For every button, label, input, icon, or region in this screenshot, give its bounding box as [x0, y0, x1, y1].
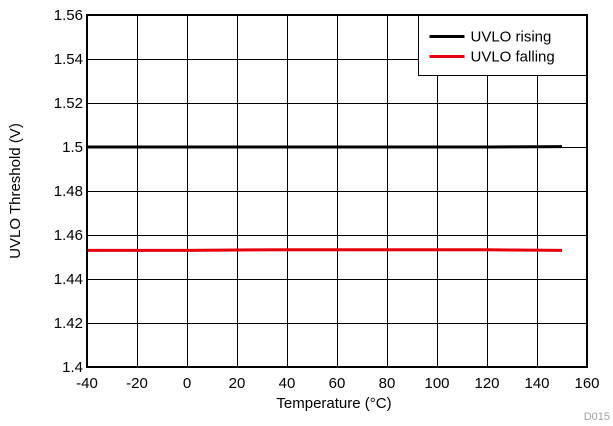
y-tick-label: 1.44: [54, 271, 83, 288]
x-tick-label: 20: [229, 375, 246, 392]
x-tick-label: 0: [183, 375, 191, 392]
y-tick-labels: 1.4 1.42 1.44 1.46 1.48 1.5 1.52 1.54 1.56: [54, 7, 83, 376]
y-tick-label: 1.46: [54, 227, 83, 244]
x-tick-label: -40: [76, 375, 98, 392]
x-tick-label: 60: [329, 375, 346, 392]
series-lines: [87, 145, 563, 252]
y-axis-title: UVLO Threshold (V): [7, 123, 24, 259]
y-tick-label: 1.56: [54, 7, 83, 24]
y-tick-label: 1.42: [54, 315, 83, 332]
series-line-uvlo-falling: [87, 248, 563, 252]
x-tick-label: 160: [574, 375, 599, 392]
y-tick-label: 1.52: [54, 95, 83, 112]
figure-code-label: D015: [584, 411, 610, 423]
y-tick-label: 1.48: [54, 183, 83, 200]
x-axis-title: Temperature (°C): [276, 395, 391, 412]
legend: UVLO rising UVLO falling: [418, 15, 587, 76]
x-tick-label: -20: [126, 375, 148, 392]
x-tick-label: 100: [424, 375, 449, 392]
plot-frame: [86, 14, 588, 368]
x-tick-label: 80: [379, 375, 396, 392]
y-tick-label: 1.5: [62, 139, 83, 156]
y-tick-label: 1.4: [62, 359, 83, 376]
legend-label: UVLO falling: [471, 49, 555, 66]
legend-box: [418, 15, 587, 76]
legend-label: UVLO rising: [471, 29, 552, 46]
x-tick-labels: -40 -20 0 20 40 60 80 100 120 140 160: [76, 375, 599, 392]
x-tick-label: 40: [279, 375, 296, 392]
x-tick-label: 120: [474, 375, 499, 392]
y-tick-label: 1.54: [54, 51, 83, 68]
x-tick-label: 140: [524, 375, 549, 392]
